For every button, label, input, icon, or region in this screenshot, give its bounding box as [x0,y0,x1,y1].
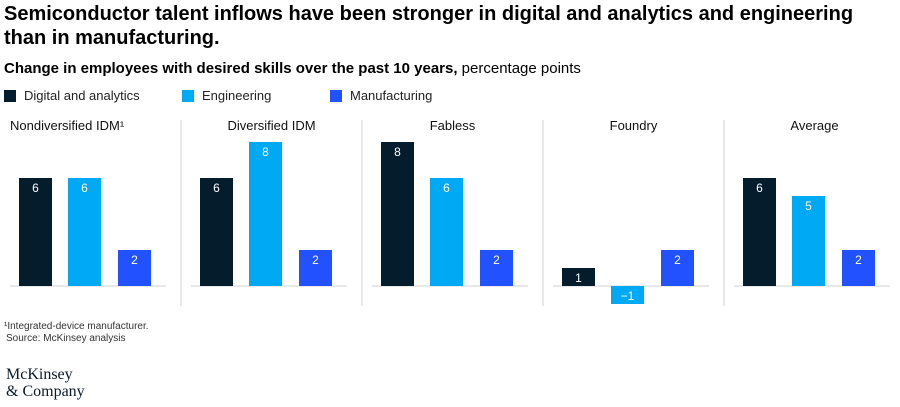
bar-value-label: 8 [394,145,401,159]
bar-engineering [249,142,282,286]
mckinsey-logo: McKinsey & Company [6,366,85,400]
bar-digital [743,178,776,286]
panel-label: Diversified IDM [227,118,315,133]
bar-digital [381,142,414,286]
bar-engineering [68,178,101,286]
legend-label-manufacturing: Manufacturing [350,88,433,103]
bar-manufacturing [299,250,332,286]
bar-manufacturing [118,250,151,286]
bar-value-label: 2 [131,253,138,267]
bar-digital [562,268,595,286]
panel-label: Average [790,118,838,133]
bar-digital [200,178,233,286]
footnote: ¹Integrated-device manufacturer. [4,321,149,332]
panel-label: Foundry [610,118,658,133]
bar-engineering [611,286,644,304]
bar-engineering [792,196,825,286]
bar-value-label: 5 [805,199,812,213]
legend-swatch-digital [4,89,16,102]
chart-subtitle: Change in employees with desired skills … [4,60,581,77]
legend-item-digital: Digital and analytics [4,88,140,103]
bar-value-label: 2 [674,253,681,267]
chart-title: Semiconductor talent inflows have been s… [4,3,854,49]
bar-value-label: 2 [312,253,319,267]
legend-label-digital: Digital and analytics [24,88,140,103]
bar-engineering [430,178,463,286]
panel-label: Fabless [430,118,476,133]
chart-plot-area: Nondiversified IDM¹ 6 6 2 Diversified IDM 6 8 2… [10,118,890,306]
bar-value-label: 6 [443,181,450,195]
legend-swatch-manufacturing [330,89,342,102]
bar-manufacturing [661,250,694,286]
legend-swatch-engineering [182,89,194,102]
bar-digital [19,178,52,286]
bar-value-label: 6 [756,181,763,195]
bar-value-label: 1 [575,271,582,285]
bar-value-label: −1 [621,289,635,303]
bar-manufacturing [480,250,513,286]
source-note: Source: McKinsey analysis [6,333,126,344]
logo-line-2: & Company [6,383,85,400]
legend-item-engineering: Engineering [182,88,271,103]
bar-value-label: 6 [32,181,39,195]
bar-value-label: 2 [493,253,500,267]
legend-label-engineering: Engineering [202,88,272,103]
subtitle-bold: Change in employees with desired skills … [4,60,458,77]
bar-value-label: 2 [855,253,862,267]
bar-value-label: 6 [81,181,88,195]
subtitle-unit: percentage points [457,60,581,77]
logo-line-1: McKinsey [6,366,73,383]
bar-value-label: 6 [213,181,220,195]
panel-label: Nondiversified IDM¹ [10,118,125,133]
bar-value-label: 8 [262,145,269,159]
legend-item-manufacturing: Manufacturing [330,88,432,103]
bar-manufacturing [842,250,875,286]
